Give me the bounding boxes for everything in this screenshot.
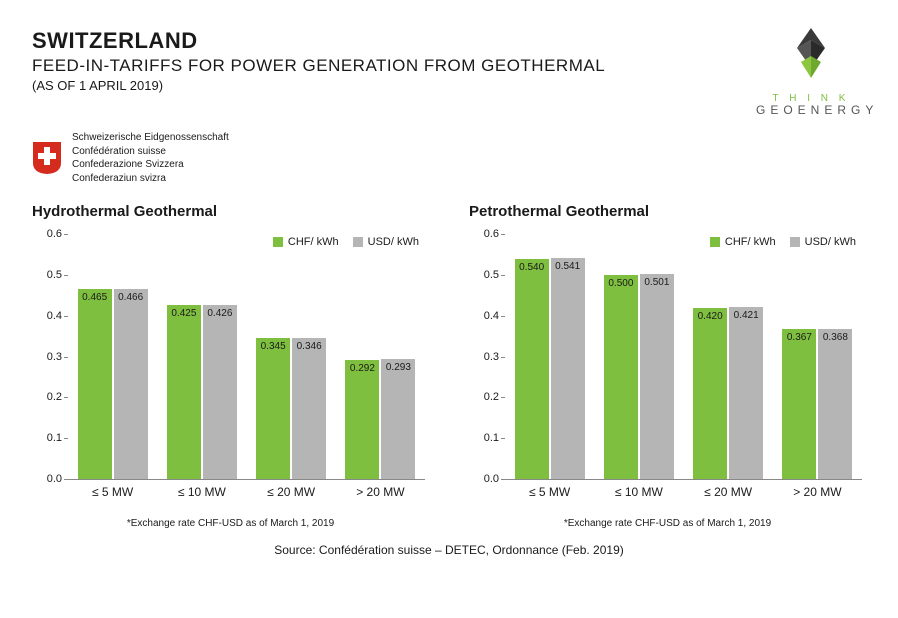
logo-text-geoenergy: GEOENERGY (756, 103, 866, 117)
ytick-label: 0.5 (484, 269, 505, 281)
bar-value-label: 0.500 (604, 278, 638, 289)
x-category-label: ≤ 5 MW (68, 479, 157, 499)
bar-usd: 0.293 (381, 359, 415, 479)
bar-usd: 0.421 (729, 307, 763, 479)
page-title: SWITZERLAND (32, 28, 756, 54)
ytick-label: 0.6 (47, 228, 68, 240)
source-note: Source: Confédération suisse – DETEC, Or… (32, 543, 866, 557)
bar-chf: 0.420 (693, 308, 727, 480)
bar-value-label: 0.345 (256, 341, 290, 352)
diamond-icon (789, 28, 833, 84)
bar-value-label: 0.425 (167, 308, 201, 319)
swiss-confederation-block: Schweizerische Eidgenossenschaft Confédé… (32, 131, 866, 185)
bar-value-label: 0.367 (782, 332, 816, 343)
plot-area: 0.00.10.20.30.40.50.6CHF/ kWhUSD/ kWh0.4… (68, 234, 425, 480)
bar-chf: 0.465 (78, 289, 112, 479)
bars-wrap: 0.4650.466≤ 5 MW0.4250.426≤ 10 MW0.3450.… (68, 234, 425, 479)
ytick-label: 0.4 (47, 310, 68, 322)
x-category-label: ≤ 20 MW (247, 479, 336, 499)
bar-value-label: 0.293 (381, 362, 415, 373)
ytick-label: 0.0 (47, 473, 68, 485)
bar-usd: 0.501 (640, 274, 674, 479)
x-category-label: > 20 MW (773, 479, 862, 499)
swiss-line-de: Schweizerische Eidgenossenschaft (72, 131, 229, 145)
ytick-label: 0.3 (47, 351, 68, 363)
x-category-label: ≤ 20 MW (684, 479, 773, 499)
exchange-rate-note: *Exchange rate CHF-USD as of March 1, 20… (469, 518, 866, 529)
bar-usd: 0.368 (818, 329, 852, 479)
bar-value-label: 0.465 (78, 292, 112, 303)
bar-usd: 0.426 (203, 305, 237, 479)
bar-group: 0.4200.421≤ 20 MW (684, 234, 773, 479)
ytick-label: 0.1 (484, 432, 505, 444)
ytick-label: 0.6 (484, 228, 505, 240)
bar-chf: 0.292 (345, 360, 379, 479)
ytick-label: 0.4 (484, 310, 505, 322)
bar-value-label: 0.420 (693, 311, 727, 322)
bar-chf: 0.500 (604, 275, 638, 479)
bar-group: 0.3670.368> 20 MW (773, 234, 862, 479)
bar-value-label: 0.426 (203, 308, 237, 319)
bar-group: 0.4250.426≤ 10 MW (157, 234, 246, 479)
plot-area: 0.00.10.20.30.40.50.6CHF/ kWhUSD/ kWh0.5… (505, 234, 862, 480)
ytick-label: 0.1 (47, 432, 68, 444)
ytick-label: 0.5 (47, 269, 68, 281)
ytick-label: 0.2 (484, 391, 505, 403)
think-geoenergy-logo: T H I N K GEOENERGY (756, 28, 866, 117)
title-block: SWITZERLAND FEED-IN-TARIFFS FOR POWER GE… (32, 28, 756, 93)
bar-chf: 0.367 (782, 329, 816, 479)
swiss-confederation-text: Schweizerische Eidgenossenschaft Confédé… (72, 131, 229, 185)
bar-chf: 0.425 (167, 305, 201, 479)
chart-frame: 0.00.10.20.30.40.50.6CHF/ kWhUSD/ kWh0.4… (32, 228, 429, 508)
page-date: (AS OF 1 APRIL 2019) (32, 78, 756, 93)
swiss-line-rm: Confederaziun svizra (72, 172, 229, 186)
ytick-label: 0.3 (484, 351, 505, 363)
swiss-shield-icon (32, 141, 62, 175)
swiss-line-it: Confederazione Svizzera (72, 158, 229, 172)
bar-usd: 0.466 (114, 289, 148, 479)
ytick-label: 0.0 (484, 473, 505, 485)
bar-value-label: 0.540 (515, 262, 549, 273)
bar-value-label: 0.292 (345, 363, 379, 374)
exchange-rate-note: *Exchange rate CHF-USD as of March 1, 20… (32, 518, 429, 529)
x-category-label: > 20 MW (336, 479, 425, 499)
x-category-label: ≤ 10 MW (594, 479, 683, 499)
bar-value-label: 0.501 (640, 277, 674, 288)
page-subtitle: FEED-IN-TARIFFS FOR POWER GENERATION FRO… (32, 56, 756, 76)
bar-group: 0.5000.501≤ 10 MW (594, 234, 683, 479)
charts-row: Hydrothermal Geothermal0.00.10.20.30.40.… (32, 203, 866, 529)
ytick-label: 0.2 (47, 391, 68, 403)
bar-group: 0.3450.346≤ 20 MW (247, 234, 336, 479)
bar-value-label: 0.466 (114, 292, 148, 303)
bar-group: 0.4650.466≤ 5 MW (68, 234, 157, 479)
x-category-label: ≤ 10 MW (157, 479, 246, 499)
bar-group: 0.5400.541≤ 5 MW (505, 234, 594, 479)
bar-value-label: 0.368 (818, 332, 852, 343)
chart-title: Hydrothermal Geothermal (32, 203, 429, 220)
bar-chf: 0.540 (515, 259, 549, 480)
chart-title: Petrothermal Geothermal (469, 203, 866, 220)
bar-usd: 0.541 (551, 258, 585, 479)
bar-value-label: 0.541 (551, 261, 585, 272)
bar-usd: 0.346 (292, 338, 326, 479)
bar-value-label: 0.421 (729, 310, 763, 321)
bar-group: 0.2920.293> 20 MW (336, 234, 425, 479)
x-category-label: ≤ 5 MW (505, 479, 594, 499)
bar-value-label: 0.346 (292, 341, 326, 352)
chart-frame: 0.00.10.20.30.40.50.6CHF/ kWhUSD/ kWh0.5… (469, 228, 866, 508)
bar-chf: 0.345 (256, 338, 290, 479)
swiss-line-fr: Confédération suisse (72, 145, 229, 159)
bars-wrap: 0.5400.541≤ 5 MW0.5000.501≤ 10 MW0.4200.… (505, 234, 862, 479)
chart-column: Petrothermal Geothermal0.00.10.20.30.40.… (469, 203, 866, 529)
chart-column: Hydrothermal Geothermal0.00.10.20.30.40.… (32, 203, 429, 529)
